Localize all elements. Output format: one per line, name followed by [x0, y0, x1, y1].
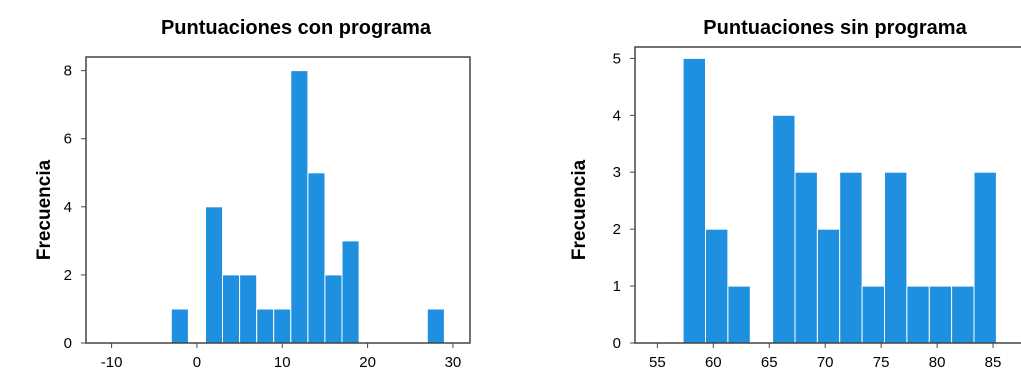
histogram-bar	[951, 285, 975, 344]
x-tick-label: 30	[445, 354, 462, 371]
plot-frame	[85, 56, 471, 344]
bars-group	[682, 57, 997, 344]
y-ticks: 0 1 2 3 4 5	[613, 50, 635, 352]
y-ticks: 0 2 4 6 8	[64, 63, 86, 352]
histogram-bar	[170, 308, 189, 344]
x-tick-label: 60	[705, 354, 722, 371]
histogram-bar	[816, 228, 841, 344]
y-tick-label: 1	[613, 278, 621, 295]
histogram-bar	[794, 171, 818, 344]
histogram-bar	[273, 308, 292, 344]
y-tick-label: 4	[613, 107, 621, 124]
x-tick-label: 20	[359, 354, 376, 371]
chart-title: Puntuaciones sin programa	[703, 17, 967, 39]
histogram-bar	[973, 171, 997, 344]
chart-title: Puntuaciones con programa	[161, 17, 432, 39]
x-tick-label: 85	[985, 354, 1002, 371]
x-tick-label: 55	[649, 354, 666, 371]
histogram-bar	[307, 172, 326, 344]
y-tick-label: 6	[64, 131, 72, 148]
histogram-bar	[884, 171, 908, 344]
histogram-bar	[906, 285, 930, 344]
histogram-bar	[426, 308, 445, 344]
y-tick-label: 3	[613, 164, 621, 181]
y-tick-label: 8	[64, 63, 72, 80]
y-axis-label: Frecuencia	[34, 159, 55, 260]
histogram-sin-programa: Puntuaciones sin programa Frecuencia 0 1 2…	[569, 17, 1021, 371]
x-tick-label: 75	[873, 354, 890, 371]
bars-group	[170, 70, 445, 344]
y-tick-label: 2	[613, 221, 621, 238]
x-tick-label: 0	[193, 354, 201, 371]
histogram-bar	[772, 114, 796, 344]
y-tick-label: 0	[613, 335, 621, 352]
x-tick-label: 10	[274, 354, 291, 371]
histogram-bar	[861, 285, 885, 344]
x-tick-label: -10	[101, 354, 123, 371]
histogram-bar	[256, 308, 275, 344]
histogram-bar	[705, 228, 729, 344]
histogram-bar	[727, 285, 751, 344]
histogram-bar	[239, 274, 258, 344]
histogram-bar	[205, 206, 224, 344]
y-tick-label: 0	[64, 335, 72, 352]
x-tick-label: 70	[817, 354, 834, 371]
y-axis-label: Frecuencia	[569, 159, 590, 260]
histogram-con-programa: Puntuaciones con programa Frecuencia 0 2 4…	[34, 17, 471, 371]
y-tick-label: 4	[64, 199, 72, 216]
histogram-bar	[324, 274, 343, 344]
y-tick-label: 5	[613, 50, 621, 67]
x-tick-label: 80	[929, 354, 946, 371]
y-tick-label: 2	[64, 267, 72, 284]
histogram-bar	[341, 240, 360, 344]
histogram-bar	[222, 274, 241, 344]
histogram-bar	[290, 70, 309, 344]
plot-frame	[634, 46, 1021, 344]
x-tick-label: 65	[761, 354, 778, 371]
histogram-bar	[682, 57, 706, 344]
x-ticks: -10 0 10 20 30	[101, 343, 462, 371]
x-ticks: 55 60 65 70 75 80 85	[649, 343, 1001, 371]
histogram-bar	[839, 171, 863, 344]
histogram-bar	[928, 285, 953, 344]
